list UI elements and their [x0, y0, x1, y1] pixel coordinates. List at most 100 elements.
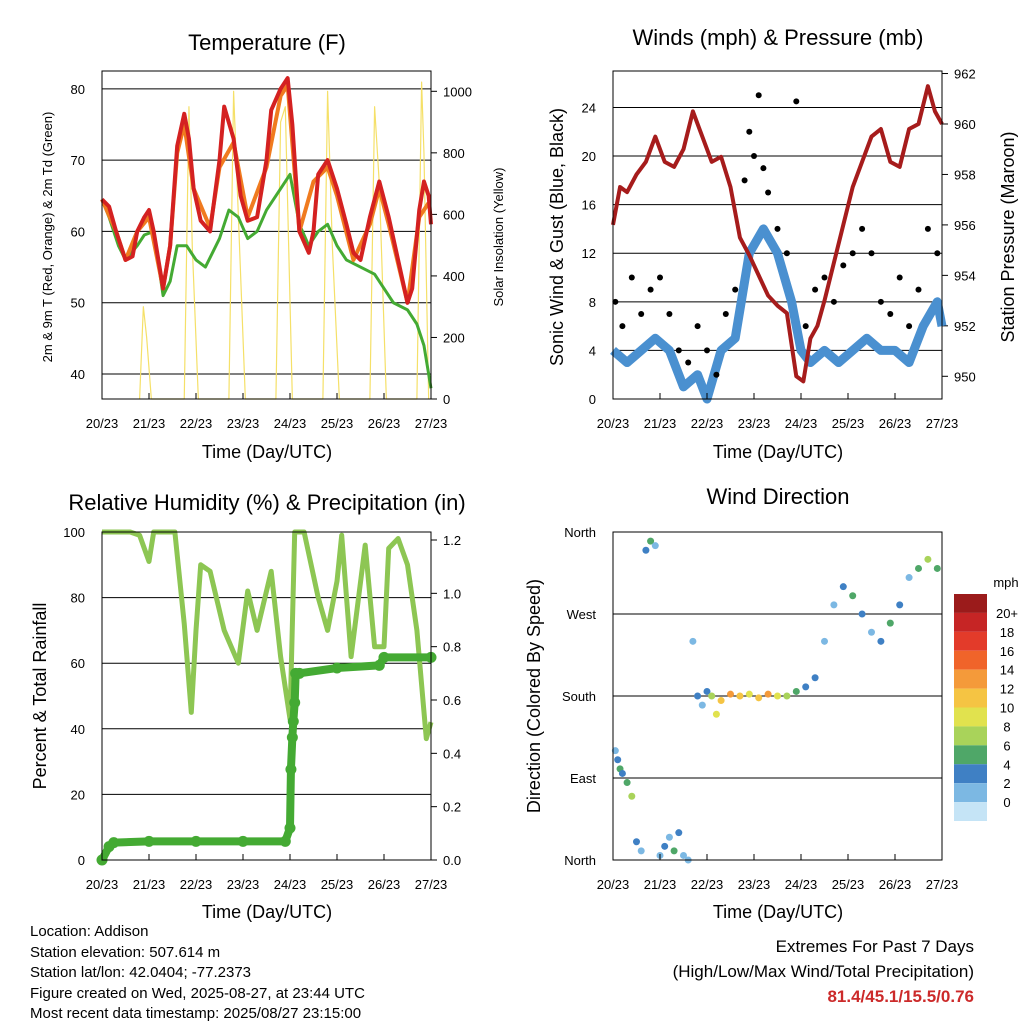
colorbar-label: 8 — [1003, 719, 1010, 734]
x-tick-label: 22/23 — [180, 877, 213, 892]
plot-area-3 — [611, 537, 941, 864]
x-tick-label: 22/23 — [691, 877, 724, 892]
extremes-title: Extremes For Past 7 Days — [775, 937, 974, 956]
direction-point — [614, 756, 622, 764]
direction-point — [712, 710, 720, 718]
y-tick-label: 60 — [71, 656, 85, 671]
y-right-tick-label: 1.2 — [443, 533, 461, 548]
x-tick-label: 24/23 — [274, 416, 307, 431]
y-tick-label: North — [564, 853, 596, 868]
gust-point — [924, 225, 931, 232]
x-tick-label: 25/23 — [321, 877, 354, 892]
plot-frame — [101, 531, 432, 861]
y-tick-label: 50 — [71, 296, 85, 311]
gust-point — [783, 250, 790, 257]
precip-point — [287, 715, 299, 727]
precip-point — [284, 822, 296, 834]
direction-point — [745, 690, 753, 698]
direction-point — [755, 694, 763, 702]
y-tick-label: 60 — [71, 224, 85, 239]
x-tick-label: 20/23 — [597, 416, 630, 431]
colorbar-label: 18 — [1000, 625, 1014, 640]
y-tick-label: 80 — [71, 591, 85, 606]
wind-line — [610, 224, 947, 404]
x-tick-label: 21/23 — [644, 416, 677, 431]
gust-point — [657, 274, 663, 281]
station-latlon: Station lat/lon: 42.0404; -77.2373 — [30, 964, 252, 982]
direction-point — [703, 687, 711, 695]
gust-point — [774, 225, 781, 232]
y-tick-label: East — [570, 771, 596, 786]
y-tick-label: North — [564, 525, 596, 540]
y-tick-label: 40 — [71, 722, 85, 737]
precip-point — [286, 731, 298, 743]
x-tick-label: 27/23 — [415, 416, 448, 431]
chart-title: Winds (mph) & Pressure (mb) — [633, 25, 924, 50]
direction-point — [736, 692, 744, 700]
gust-point — [877, 298, 884, 305]
precip-point — [378, 651, 390, 663]
x-tick-label: 22/23 — [180, 416, 213, 431]
gust-point — [812, 286, 819, 293]
precip-point — [331, 662, 343, 674]
y-right-axis-label: Solar Insolation (Yellow) — [491, 168, 506, 307]
direction-point — [633, 838, 640, 846]
direction-point — [618, 769, 626, 777]
gust-point — [675, 347, 682, 354]
gust-point — [619, 323, 626, 330]
x-axis-label: Time (Day/UTC) — [202, 442, 332, 462]
direction-point — [694, 692, 702, 700]
direction-point — [905, 574, 913, 582]
gust-point — [868, 250, 875, 257]
colorbar-label: 6 — [1003, 738, 1010, 753]
colorbar-label: 4 — [1003, 757, 1010, 772]
plot-frame — [612, 70, 943, 400]
direction-point — [665, 833, 673, 841]
direction-point — [896, 601, 904, 609]
station-info: Location: Addison Station elevation: 507… — [30, 922, 365, 1025]
direction-point — [642, 546, 650, 554]
series-line — [139, 81, 430, 400]
extremes-subtitle: (High/Low/Max Wind/Total Precipitation) — [672, 962, 974, 981]
y-right-tick-label: 960 — [954, 117, 976, 132]
gust-point — [612, 298, 619, 305]
colorbar-swatch — [954, 669, 987, 689]
direction-point — [727, 690, 734, 698]
direction-point — [849, 592, 857, 600]
direction-point — [661, 842, 669, 850]
chart-title: Temperature (F) — [188, 30, 346, 55]
recent-timestamp: Most recent data timestamp: 2025/08/27 2… — [30, 1005, 362, 1023]
plot-area-0 — [100, 76, 433, 400]
gust-point — [765, 189, 772, 196]
chart-title: Relative Humidity (%) & Precipitation (i… — [68, 490, 465, 515]
colorbar-label: 10 — [1000, 701, 1014, 716]
gust-point — [802, 323, 809, 330]
x-tick-label: 23/23 — [738, 877, 771, 892]
y-right-tick-label: 0.2 — [443, 800, 461, 815]
direction-point — [774, 692, 781, 700]
direction-point — [821, 637, 828, 645]
x-tick-label: 22/23 — [691, 416, 724, 431]
x-tick-label: 26/23 — [879, 416, 912, 431]
colorbar-swatch — [954, 594, 987, 613]
colorbar-label: 12 — [1000, 682, 1014, 697]
direction-point — [764, 690, 772, 698]
y-tick-label: South — [562, 689, 596, 704]
colorbar-label: 16 — [1000, 644, 1014, 659]
x-tick-label: 24/23 — [274, 877, 307, 892]
gust-point — [732, 286, 739, 293]
colorbar-label: 2 — [1003, 776, 1010, 791]
direction-point — [858, 610, 866, 618]
direction-point — [680, 851, 687, 859]
y-axis-label: Sonic Wind & Gust (Blue, Black) — [547, 108, 567, 366]
gust-point — [722, 310, 729, 317]
gust-point — [840, 262, 847, 269]
direction-point — [675, 829, 683, 837]
x-tick-label: 25/23 — [321, 416, 354, 431]
gust-point — [713, 371, 720, 378]
direction-point — [670, 847, 678, 855]
y-right-tick-label: 0.6 — [443, 693, 461, 708]
y-right-tick-label: 962 — [954, 67, 976, 82]
colorbar-swatch — [954, 707, 987, 727]
x-tick-label: 26/23 — [879, 877, 912, 892]
